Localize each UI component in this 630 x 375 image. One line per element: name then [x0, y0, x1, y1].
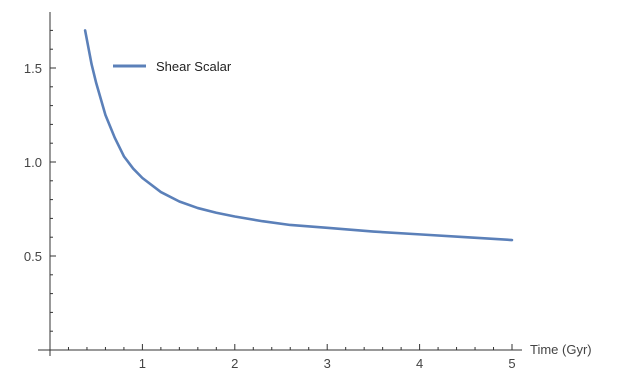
y-tick-label: 1.0	[24, 155, 42, 170]
x-tick-label: 2	[231, 356, 238, 370]
series-line-shear-scalar	[83, 29, 514, 242]
legend: Shear Scalar	[113, 59, 232, 74]
x-tick-label: 4	[416, 356, 423, 370]
legend-label: Shear Scalar	[156, 59, 232, 74]
y-tick-label: 0.5	[24, 249, 42, 264]
x-tick-label: 1	[139, 356, 146, 370]
y-tick-label: 1.5	[24, 61, 42, 76]
x-axis-label: Time (Gyr)	[530, 342, 592, 357]
x-tick-label: 5	[508, 356, 515, 370]
axes: 1 2 3 4 5 0.5 1.0 1.5 Time (Gyr)	[24, 12, 592, 371]
series-layer	[83, 29, 514, 242]
x-tick-label: 3	[324, 356, 331, 370]
